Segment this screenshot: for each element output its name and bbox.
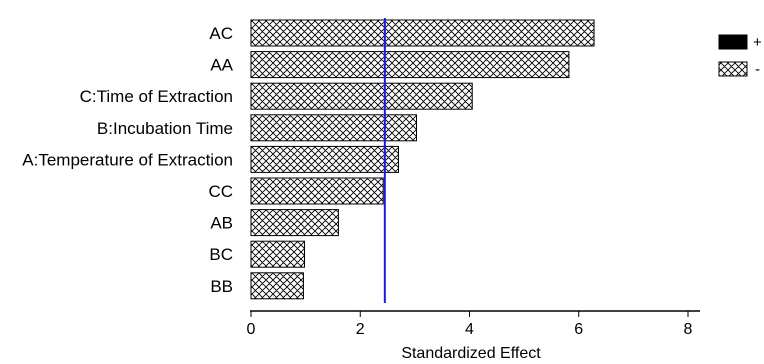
legend-label-negative: - <box>755 61 760 78</box>
x-axis-ticks: 0 2 4 6 8 <box>247 311 693 338</box>
category-label: BC <box>209 245 233 264</box>
x-tick-label: 8 <box>684 321 693 338</box>
bar <box>250 145 399 173</box>
legend-label-positive: + <box>753 34 762 51</box>
bar <box>250 177 384 205</box>
bar <box>250 209 339 237</box>
legend-swatch-negative <box>718 61 748 77</box>
category-label: AB <box>210 214 233 233</box>
category-label: AA <box>210 56 233 75</box>
legend-swatch-positive <box>718 34 748 50</box>
x-tick-label: 2 <box>356 321 365 338</box>
bar <box>250 272 304 300</box>
category-label: AC <box>209 24 233 43</box>
bar <box>250 114 418 142</box>
bars-layer <box>250 19 595 300</box>
x-tick-label: 4 <box>465 321 474 338</box>
category-label: A:Temperature of Extraction <box>22 150 233 169</box>
category-labels: AC AA C:Time of Extraction B:Incubation Tim… <box>22 24 233 296</box>
x-tick-label: 0 <box>247 321 256 338</box>
category-label: C:Time of Extraction <box>80 87 233 106</box>
legend: + - <box>718 34 762 78</box>
x-axis-title: Standardized Effect <box>401 345 541 362</box>
category-label: B:Incubation Time <box>97 119 233 138</box>
bar <box>250 82 473 110</box>
category-label: BB <box>210 277 233 296</box>
category-label: CC <box>208 182 233 201</box>
bar <box>250 51 570 79</box>
bar <box>250 240 306 268</box>
bar <box>250 19 595 47</box>
x-tick-label: 6 <box>574 321 583 338</box>
